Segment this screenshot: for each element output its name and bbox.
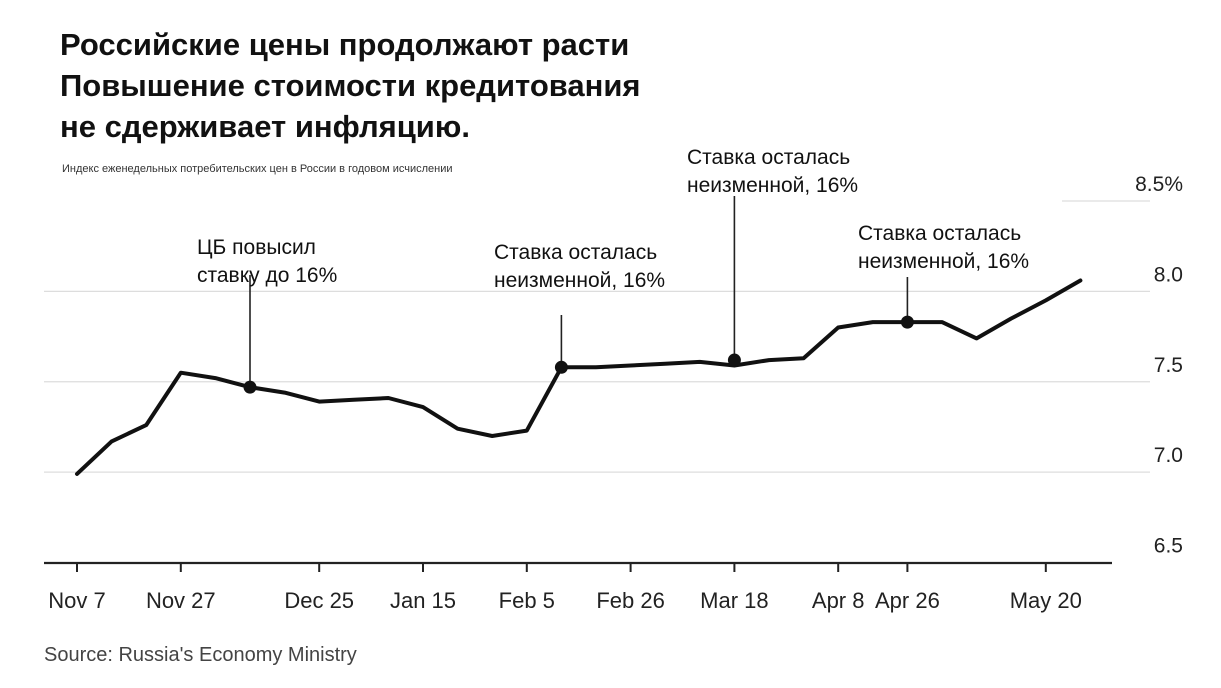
annotation-marker <box>727 353 741 367</box>
x-tick-label: May 20 <box>1010 588 1082 613</box>
annotation-label: неизменной, 16% <box>687 174 858 197</box>
annotation-marker <box>243 380 257 394</box>
title-line-1: Российские цены продолжают расти <box>60 27 630 62</box>
series-line <box>75 278 1083 476</box>
x-tick-label: Dec 25 <box>284 588 354 613</box>
x-tick-label: Nov 27 <box>146 588 216 613</box>
y-tick-label: 7.5 <box>1154 354 1183 377</box>
chart-subtitle: Индекс еженедельных потребительских цен … <box>62 163 453 175</box>
annotation-label: ставку до 16% <box>197 264 337 287</box>
annotation-label: Ставка осталась <box>687 146 850 169</box>
y-tick-label: 7.0 <box>1154 444 1183 467</box>
annotation-label: Ставка осталась <box>858 222 1021 245</box>
x-tick-label: Jan 15 <box>390 588 456 613</box>
title-line-2: Повышение стоимости кредитования <box>60 68 641 103</box>
annotation-label: неизменной, 16% <box>494 269 665 292</box>
y-tick-label: 8.0 <box>1154 263 1183 286</box>
y-tick-label: 8.5% <box>1135 173 1183 196</box>
x-tick-label: Feb 26 <box>596 588 665 613</box>
source-note: Source: Russia's Economy Ministry <box>44 644 357 666</box>
y-tick-label: 6.5 <box>1154 535 1183 558</box>
title-line-3: не сдерживает инфляцию. <box>60 109 470 144</box>
annotation-marker <box>900 315 914 329</box>
x-tick-label: Mar 18 <box>700 588 768 613</box>
annotation-label: ЦБ повысил <box>197 236 316 259</box>
annotation-marker <box>554 360 568 374</box>
chart-title: Российские цены продолжают расти Повышен… <box>60 24 641 147</box>
annotation-label: Ставка осталась <box>494 241 657 264</box>
x-tick-label: Apr 8 <box>812 588 865 613</box>
annotation-label: неизменной, 16% <box>858 250 1029 273</box>
x-tick-label: Apr 26 <box>875 588 940 613</box>
x-tick-label: Nov 7 <box>48 588 105 613</box>
x-tick-label: Feb 5 <box>499 588 555 613</box>
